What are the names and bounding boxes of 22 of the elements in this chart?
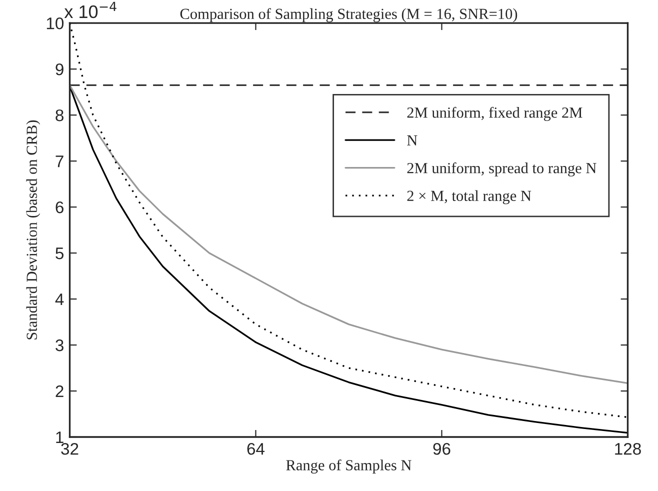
x-axis-title: Range of Samples N bbox=[286, 459, 412, 474]
legend-label: N bbox=[407, 135, 418, 146]
x-tick-label: 64 bbox=[247, 442, 265, 455]
y-tick-label: 2 bbox=[56, 385, 64, 398]
y-tick-label: 1 bbox=[56, 432, 64, 444]
x-tick-label: 96 bbox=[433, 442, 450, 455]
text: x 10$^{−4}$ bbox=[64, 2, 116, 18]
y-tick-label: 8 bbox=[56, 109, 64, 122]
y-axis-title: Standard Deviation (based on CRB) bbox=[26, 120, 40, 340]
y-tick-label: 5 bbox=[56, 248, 64, 260]
x-tick-label: 32 bbox=[61, 442, 78, 455]
x-tick-label: 128 bbox=[615, 442, 641, 455]
y-tick-label: 10 bbox=[46, 17, 64, 30]
y-tick-label: 6 bbox=[56, 201, 64, 214]
legend-label: 2 × M, total range N bbox=[407, 190, 532, 204]
chart-title: Comparison of Sampling Strategies (M = 16, SNR=10) bbox=[180, 8, 518, 22]
legend-label: 2M uniform, spread to range N bbox=[407, 162, 596, 176]
y-tick-label: 4 bbox=[55, 294, 64, 306]
legend-label: 2M uniform, fixed range 2M bbox=[407, 106, 582, 121]
y-tick-label: 3 bbox=[56, 339, 64, 352]
y-tick-label: 7 bbox=[56, 156, 64, 168]
y-tick-label: 9 bbox=[56, 63, 64, 76]
